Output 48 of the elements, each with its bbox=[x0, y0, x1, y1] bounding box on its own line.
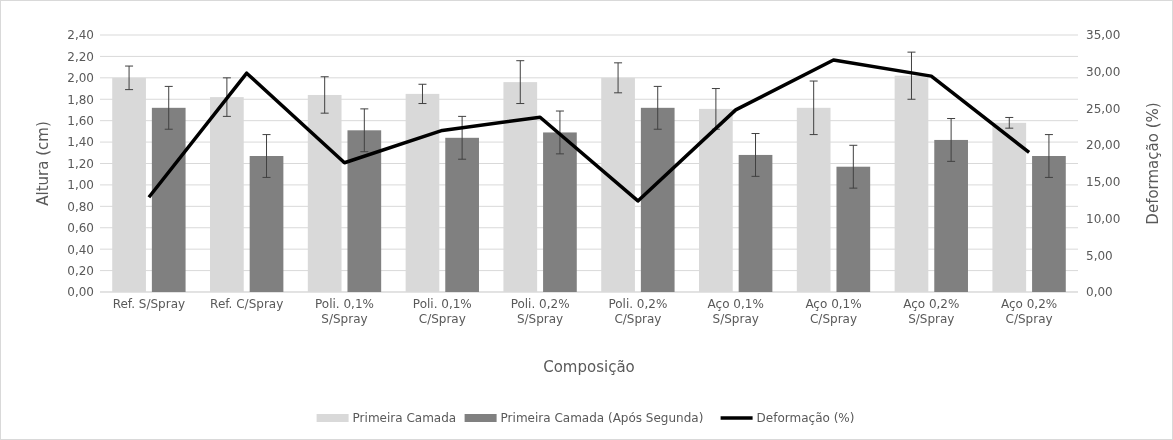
y-tick-label: 1,60 bbox=[67, 114, 94, 129]
y-tick-label: 0,80 bbox=[67, 199, 94, 214]
y2-axis-title: Deformação (%) bbox=[1144, 102, 1162, 225]
y2-tick-label: 10,00 bbox=[1086, 211, 1121, 226]
y-tick-label: 0,00 bbox=[67, 285, 94, 300]
y-tick-label: 0,40 bbox=[67, 242, 94, 257]
bar bbox=[836, 166, 871, 292]
y-tick-label: 2,40 bbox=[67, 28, 94, 43]
y-tick-label: 1,40 bbox=[67, 135, 94, 150]
bar bbox=[249, 156, 284, 292]
bar bbox=[151, 107, 186, 292]
x-tick-label: Poli. 0,1% C/Spray bbox=[412, 297, 472, 326]
y-tick-label: 1,80 bbox=[67, 92, 94, 107]
x-tick-label: Ref. C/Spray bbox=[210, 297, 284, 311]
y-axis-title: Altura (cm) bbox=[34, 121, 52, 206]
legend-label: Primeira Camada bbox=[352, 411, 457, 425]
bar bbox=[738, 154, 773, 292]
bar bbox=[1032, 156, 1066, 292]
y2-tick-label: 25,00 bbox=[1086, 101, 1121, 116]
legend-label: Deformação (%) bbox=[756, 411, 855, 425]
y-tick-label: 2,20 bbox=[67, 49, 94, 64]
x-tick-label: Aço 0,1% S/Spray bbox=[707, 297, 764, 326]
bar bbox=[543, 132, 577, 292]
bar bbox=[934, 139, 968, 292]
x-tick-label: Poli. 0,1% S/Spray bbox=[315, 297, 374, 326]
legend-label: Primeira Camada (Após Segunda) bbox=[500, 411, 704, 425]
bar bbox=[347, 130, 382, 292]
y2-tick-label: 35,00 bbox=[1086, 28, 1121, 43]
y2-tick-label: 15,00 bbox=[1086, 175, 1121, 190]
y-tick-label: 0,20 bbox=[67, 263, 94, 278]
x-tick-label: Poli. 0,2% S/Spray bbox=[510, 297, 570, 326]
y-tick-label: 2,00 bbox=[67, 71, 94, 86]
x-axis-title: Composição bbox=[543, 358, 635, 376]
line-series bbox=[147, 58, 1031, 203]
x-tick-label: Aço 0,2% S/Spray bbox=[903, 297, 960, 326]
y-tick-label: 1,00 bbox=[67, 178, 94, 193]
y2-tick-label: 5,00 bbox=[1086, 248, 1113, 263]
bar bbox=[445, 137, 479, 292]
bar bbox=[640, 107, 675, 292]
y2-tick-label: 20,00 bbox=[1086, 138, 1121, 153]
y2-tick-label: 30,00 bbox=[1086, 65, 1121, 80]
y-tick-label: 0,60 bbox=[67, 221, 94, 236]
x-tick-label: Poli. 0,2% C/Spray bbox=[608, 297, 668, 326]
x-tick-label: Aço 0,1% C/Spray bbox=[805, 297, 862, 326]
x-tick-label: Aço 0,2% C/Spray bbox=[1000, 297, 1058, 326]
y2-tick-label: 0,00 bbox=[1086, 285, 1113, 300]
x-tick-label: Ref. S/Spray bbox=[112, 297, 186, 311]
y-tick-label: 1,20 bbox=[67, 156, 94, 171]
